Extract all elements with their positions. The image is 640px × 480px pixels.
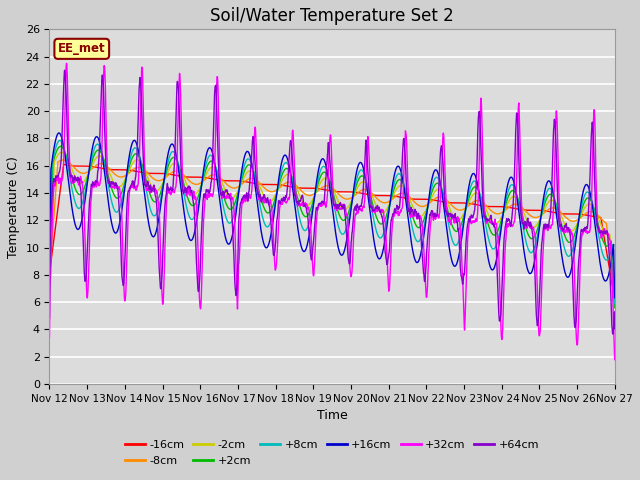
Text: EE_met: EE_met xyxy=(58,42,106,55)
Line: +32cm: +32cm xyxy=(49,63,614,360)
-16cm xyxy=(75,163,83,169)
+16cm xyxy=(55,130,63,136)
+32cm xyxy=(75,182,83,188)
+64cm xyxy=(595,226,602,231)
+2cm xyxy=(611,305,618,311)
+16cm xyxy=(595,248,602,253)
-8cm xyxy=(595,213,602,219)
-16cm xyxy=(595,215,602,220)
+32cm xyxy=(595,226,602,232)
+64cm xyxy=(75,176,83,182)
Y-axis label: Temperature (C): Temperature (C) xyxy=(7,156,20,258)
Line: +2cm: +2cm xyxy=(49,146,614,308)
+2cm xyxy=(45,269,53,275)
-8cm xyxy=(60,157,67,163)
-2cm xyxy=(595,215,602,221)
+64cm xyxy=(321,194,328,200)
+32cm xyxy=(321,199,328,204)
+32cm xyxy=(63,60,70,66)
Line: +8cm: +8cm xyxy=(49,141,614,304)
Line: -8cm: -8cm xyxy=(49,160,614,303)
+16cm xyxy=(491,264,499,269)
-16cm xyxy=(306,185,314,191)
+8cm xyxy=(491,245,499,251)
+64cm xyxy=(45,315,53,321)
+2cm xyxy=(595,223,602,228)
-16cm xyxy=(611,296,618,302)
+8cm xyxy=(611,301,618,307)
Line: -2cm: -2cm xyxy=(49,152,614,306)
Title: Soil/Water Temperature Set 2: Soil/Water Temperature Set 2 xyxy=(210,7,454,25)
-2cm xyxy=(595,216,602,222)
+32cm xyxy=(595,225,602,231)
+64cm xyxy=(595,225,602,231)
+16cm xyxy=(45,276,53,282)
+64cm xyxy=(306,236,314,242)
-16cm xyxy=(595,215,602,220)
+2cm xyxy=(491,232,499,238)
+64cm xyxy=(609,331,616,337)
+8cm xyxy=(321,164,328,169)
+2cm xyxy=(306,209,314,215)
-8cm xyxy=(491,210,499,216)
+64cm xyxy=(491,224,499,230)
+16cm xyxy=(611,295,618,300)
-2cm xyxy=(321,175,328,181)
Line: +16cm: +16cm xyxy=(49,133,614,298)
-8cm xyxy=(45,272,53,278)
-8cm xyxy=(75,169,83,175)
+16cm xyxy=(75,226,83,232)
+32cm xyxy=(611,357,618,362)
Line: +64cm: +64cm xyxy=(49,70,614,334)
-8cm xyxy=(321,183,328,189)
-2cm xyxy=(611,303,618,309)
+8cm xyxy=(306,218,314,224)
+16cm xyxy=(321,158,328,164)
-2cm xyxy=(491,221,499,227)
-2cm xyxy=(75,180,83,185)
-2cm xyxy=(58,149,65,155)
+8cm xyxy=(595,232,602,238)
-16cm xyxy=(60,162,67,168)
+2cm xyxy=(57,144,65,149)
-16cm xyxy=(321,187,328,192)
-8cm xyxy=(306,192,314,198)
+8cm xyxy=(75,205,83,211)
Legend: -16cm, -8cm, -2cm, +2cm, +8cm, +16cm, +32cm, +64cm: -16cm, -8cm, -2cm, +2cm, +8cm, +16cm, +3… xyxy=(120,436,544,470)
-8cm xyxy=(611,300,618,306)
Line: -16cm: -16cm xyxy=(49,165,614,299)
-2cm xyxy=(306,201,314,207)
+8cm xyxy=(45,275,53,280)
-2cm xyxy=(45,270,53,276)
+2cm xyxy=(595,222,602,228)
+16cm xyxy=(306,230,314,236)
-16cm xyxy=(45,270,53,276)
+64cm xyxy=(611,326,618,332)
+32cm xyxy=(45,334,53,340)
-16cm xyxy=(491,204,499,209)
+16cm xyxy=(595,250,602,256)
-8cm xyxy=(595,213,602,218)
X-axis label: Time: Time xyxy=(317,409,348,422)
+2cm xyxy=(321,169,328,175)
+32cm xyxy=(491,219,499,225)
+8cm xyxy=(56,138,64,144)
+64cm xyxy=(61,67,68,73)
+32cm xyxy=(306,211,314,217)
+2cm xyxy=(75,192,83,197)
+8cm xyxy=(595,231,602,237)
